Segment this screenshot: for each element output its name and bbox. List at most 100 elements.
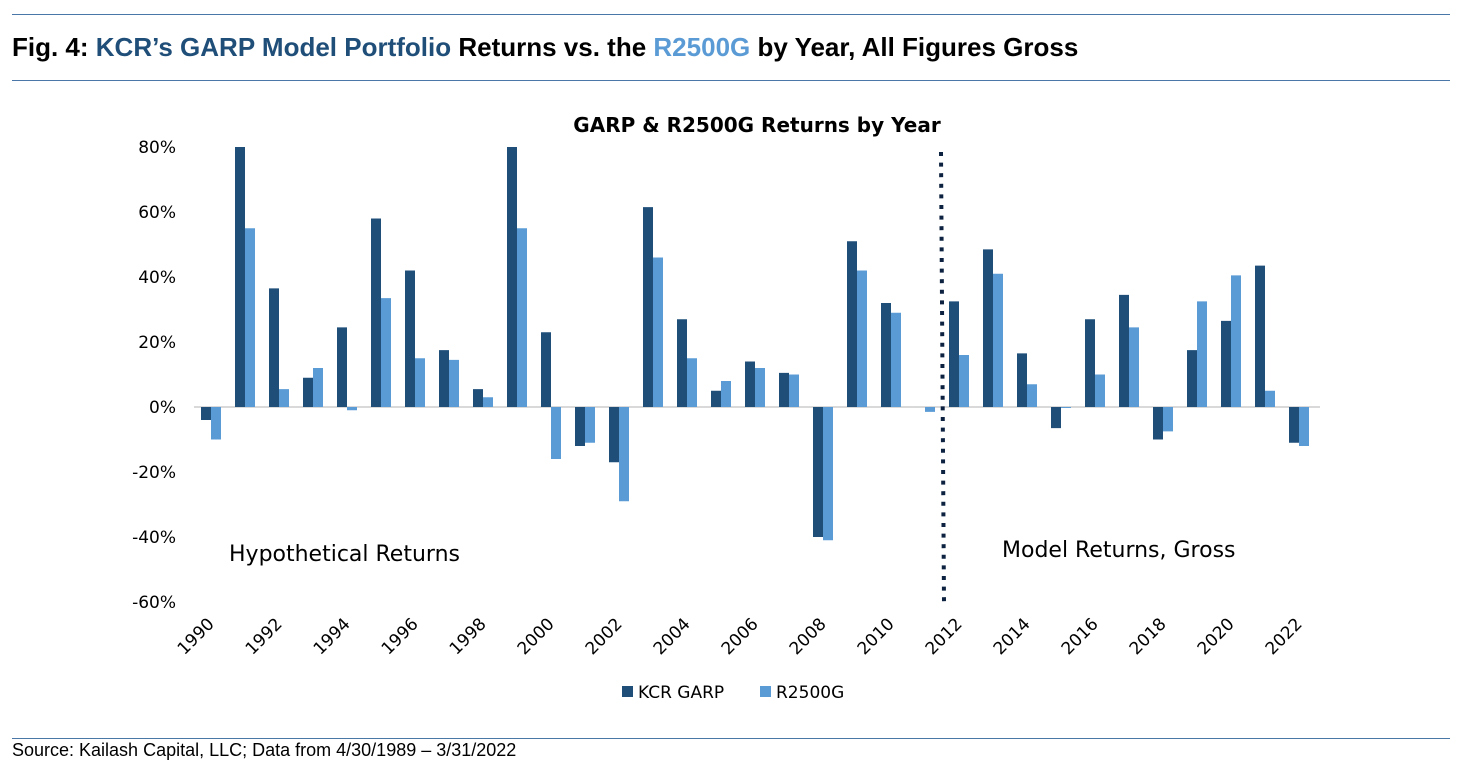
bar-garp-2019 <box>1187 350 1197 407</box>
x-tick-label: 2020 <box>1194 614 1239 659</box>
annotation-hypothetical: Hypothetical Returns <box>229 542 460 567</box>
bar-r2500g-2020 <box>1231 275 1241 407</box>
bar-r2500g-2005 <box>721 381 731 407</box>
bar-garp-2016 <box>1085 319 1095 407</box>
y-tick-label: 60% <box>138 203 176 223</box>
bar-r2500g-1995 <box>381 298 391 407</box>
figure-title: Fig. 4: KCR’s GARP Model Portfolio Retur… <box>12 32 1078 63</box>
legend-swatch-r2500g <box>760 686 771 697</box>
title-rule <box>12 80 1450 81</box>
bar-r2500g-1990 <box>211 407 221 440</box>
bar-garp-1996 <box>405 270 415 407</box>
bar-r2500g-2010 <box>891 312 901 407</box>
x-tick-label: 1992 <box>242 614 287 659</box>
source-note: Source: Kailash Capital, LLC; Data from … <box>12 740 517 760</box>
bar-r2500g-2011 <box>925 407 935 412</box>
bar-r2500g-2018 <box>1163 407 1173 432</box>
x-tick-label: 1996 <box>378 614 423 659</box>
bar-r2500g-2022 <box>1299 407 1309 446</box>
x-tick-label: 1994 <box>310 614 355 659</box>
top-rule <box>12 14 1450 15</box>
bar-r2500g-1994 <box>347 407 357 411</box>
bar-garp-1994 <box>337 327 347 407</box>
bar-r2500g-2014 <box>1027 384 1037 407</box>
bar-garp-2021 <box>1255 265 1265 407</box>
bar-r2500g-2001 <box>585 407 595 443</box>
bar-r2500g-2003 <box>653 257 663 407</box>
bar-garp-2006 <box>745 361 755 407</box>
bar-garp-2012 <box>949 301 959 407</box>
bar-garp-1999 <box>507 147 517 407</box>
bar-garp-1991 <box>235 147 245 407</box>
bar-garp-2003 <box>643 207 653 407</box>
annotation-model: Model Returns, Gross <box>1002 538 1236 563</box>
x-tick-label: 1998 <box>446 614 491 659</box>
bar-garp-2018 <box>1153 407 1163 440</box>
bar-garp-2010 <box>881 303 891 407</box>
bar-r2500g-2021 <box>1265 390 1275 407</box>
bar-garp-2015 <box>1051 407 1061 429</box>
bar-garp-2013 <box>983 249 993 407</box>
bar-r2500g-2017 <box>1129 327 1139 407</box>
bar-garp-2002 <box>609 407 619 463</box>
bar-r2500g-2004 <box>687 358 697 407</box>
x-tick-label: 2010 <box>854 614 899 659</box>
y-tick-label: -40% <box>132 528 176 548</box>
y-tick-label: -60% <box>132 593 176 613</box>
bar-r2500g-2015 <box>1061 407 1071 408</box>
x-tick-label: 2016 <box>1058 614 1103 659</box>
bar-r2500g-2009 <box>857 270 867 407</box>
x-tick-label: 2000 <box>514 614 559 659</box>
x-tick-label: 2018 <box>1126 614 1171 659</box>
bar-r2500g-2000 <box>551 407 561 459</box>
x-tick-label: 1990 <box>174 614 219 659</box>
bar-r2500g-2013 <box>993 273 1003 407</box>
bar-r2500g-2006 <box>755 368 765 407</box>
bar-r2500g-2007 <box>789 374 799 407</box>
x-tick-label: 2004 <box>650 614 695 659</box>
bar-garp-1990 <box>201 407 211 420</box>
bar-garp-2008 <box>813 407 823 537</box>
y-tick-label: -20% <box>132 463 176 483</box>
bar-garp-2014 <box>1017 353 1027 407</box>
bar-garp-1998 <box>473 389 483 407</box>
bar-garp-1995 <box>371 218 381 407</box>
bar-r2500g-1996 <box>415 358 425 407</box>
x-tick-label: 2006 <box>718 614 763 659</box>
bar-r2500g-2008 <box>823 407 833 541</box>
bar-garp-2004 <box>677 319 687 407</box>
bar-garp-1997 <box>439 350 449 407</box>
x-tick-label: 2022 <box>1262 614 1307 659</box>
y-tick-label: 80% <box>138 138 176 158</box>
bar-garp-2022 <box>1289 407 1299 443</box>
title-middle: Returns vs. the <box>451 32 654 62</box>
bar-garp-2017 <box>1119 294 1129 407</box>
title-r2500g: R2500G <box>653 32 751 62</box>
y-tick-label: 20% <box>138 333 176 353</box>
bar-garp-1992 <box>269 288 279 407</box>
x-tick-label: 2014 <box>990 614 1035 659</box>
bar-garp-2005 <box>711 390 721 407</box>
bar-r2500g-2002 <box>619 407 629 502</box>
y-tick-label: 40% <box>138 268 176 288</box>
title-prefix: Fig. 4: <box>12 32 96 62</box>
footer-rule <box>12 738 1450 739</box>
bar-garp-2020 <box>1221 320 1231 407</box>
bar-r2500g-2016 <box>1095 374 1105 407</box>
bar-r2500g-1997 <box>449 359 459 407</box>
title-suffix: by Year, All Figures Gross <box>750 32 1079 62</box>
bar-r2500g-1998 <box>483 397 493 407</box>
legend-swatch-garp <box>622 686 633 697</box>
bar-r2500g-2019 <box>1197 301 1207 407</box>
bar-garp-2000 <box>541 332 551 407</box>
x-tick-label: 2002 <box>582 614 627 659</box>
y-tick-label: 0% <box>149 398 176 418</box>
legend-label-garp: KCR GARP <box>638 683 724 703</box>
legend: KCR GARP R2500G <box>622 683 844 703</box>
bar-r2500g-1992 <box>279 389 289 407</box>
title-garp: KCR’s GARP Model Portfolio <box>95 32 452 62</box>
bar-garp-1993 <box>303 377 313 407</box>
bar-r2500g-1993 <box>313 368 323 407</box>
chart-title: GARP & R2500G Returns by Year <box>573 113 941 137</box>
